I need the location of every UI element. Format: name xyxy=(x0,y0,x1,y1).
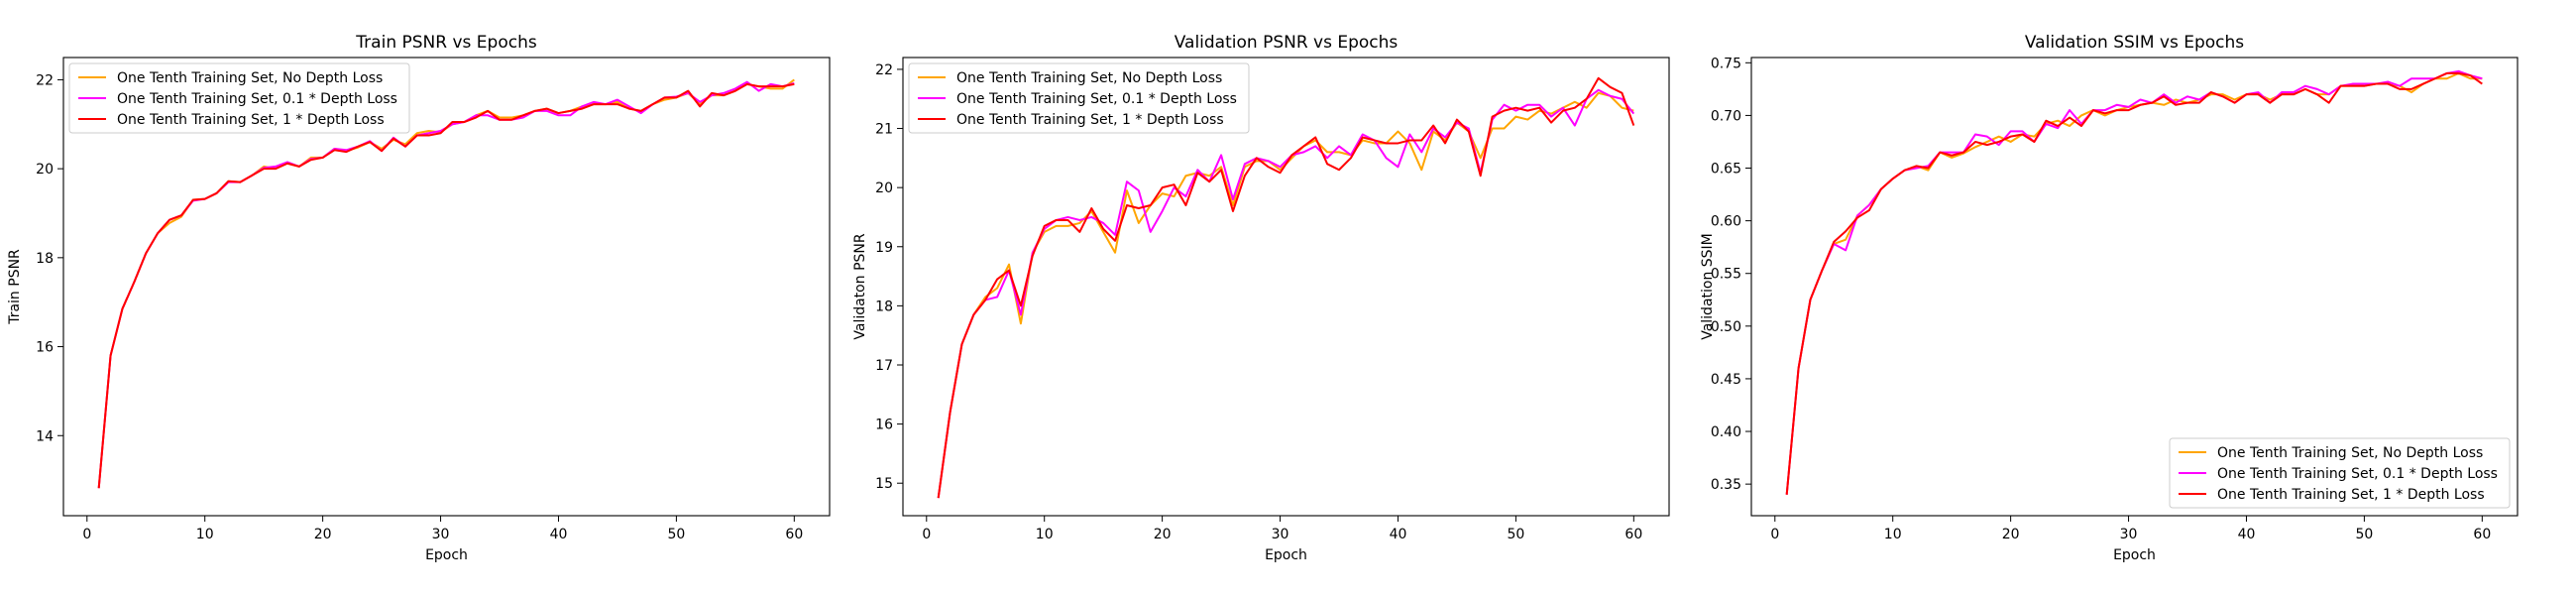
plot-frame xyxy=(902,57,1670,517)
x-tick-label: 0 xyxy=(922,527,931,542)
y-tick-label: 0.75 xyxy=(1711,56,1741,71)
y-tick-label: 20 xyxy=(875,180,893,196)
y-tick-label: 14 xyxy=(36,428,54,444)
y-tick-label: 0.40 xyxy=(1711,424,1741,440)
x-tick-label: 40 xyxy=(1390,527,1407,542)
legend-box xyxy=(68,62,410,134)
series-line-1 xyxy=(937,91,1634,499)
y-tick-label: 17 xyxy=(875,358,893,374)
series-line-1 xyxy=(97,78,795,489)
legend-entry-1: One Tenth Training Set, No Depth Loss xyxy=(117,70,383,86)
x-tick-label: 20 xyxy=(314,527,332,542)
y-tick-label: 0.35 xyxy=(1711,477,1741,493)
x-tick-label: 0 xyxy=(82,527,91,542)
y-tick-label: 0.60 xyxy=(1711,214,1741,230)
x-tick-label: 10 xyxy=(1036,527,1054,542)
series-line-2 xyxy=(1785,69,2483,495)
legend: One Tenth Training Set, No Depth Loss One… xyxy=(2169,437,2511,509)
legend-entry-1: One Tenth Training Set, No Depth Loss xyxy=(2217,445,2483,461)
legend-entry-1: One Tenth Training Set, No Depth Loss xyxy=(956,70,1222,86)
chart-title: Validation PSNR vs Epochs xyxy=(1175,33,1399,53)
x-axis-label: Epoch xyxy=(1265,547,1307,563)
series-line-3 xyxy=(97,82,795,489)
plot-frame xyxy=(62,57,831,517)
y-tick-label: 22 xyxy=(875,62,893,78)
y-axis-label: Validaton PSNR xyxy=(852,233,868,339)
y-tick-label: 18 xyxy=(36,251,54,267)
y-tick-label: 0.55 xyxy=(1711,267,1741,283)
x-tick-label: 20 xyxy=(1154,527,1172,542)
legend-entry-2: One Tenth Training Set, 0.1 * Depth Loss xyxy=(117,91,397,107)
chart-2: Validation PSNR vs Epochs 0 10 20 30 40 50 60 15… xyxy=(852,33,1670,563)
y-tick-label: 22 xyxy=(36,72,54,88)
x-tick-label: 50 xyxy=(2355,527,2373,542)
x-tick-label: 30 xyxy=(2120,527,2138,542)
legend-box xyxy=(2169,437,2511,509)
x-tick-label: 10 xyxy=(196,527,214,542)
x-tick-label: 30 xyxy=(1272,527,1289,542)
x-tick-label: 40 xyxy=(550,527,568,542)
x-axis-label: Epoch xyxy=(425,547,468,563)
legend-entry-3: One Tenth Training Set, 1 * Depth Loss xyxy=(956,112,1224,128)
legend: One Tenth Training Set, No Depth Loss One… xyxy=(68,62,410,134)
y-tick-label: 0.65 xyxy=(1711,162,1741,178)
y-axis-label: Validation SSIM xyxy=(1700,233,1716,340)
y-tick-label: 0.50 xyxy=(1711,319,1741,335)
plot-frame xyxy=(1750,57,2519,517)
legend-entry-3: One Tenth Training Set, 1 * Depth Loss xyxy=(117,112,385,128)
y-tick-label: 21 xyxy=(875,122,893,138)
x-axis-label: Epoch xyxy=(2113,547,2156,563)
x-tick-label: 50 xyxy=(667,527,685,542)
chart-title: Train PSNR vs Epochs xyxy=(355,33,537,53)
chart-3: Validation SSIM vs Epochs 0 10 20 30 40 50 60 0.… xyxy=(1700,33,2519,563)
y-tick-label: 15 xyxy=(875,476,893,492)
y-tick-label: 0.70 xyxy=(1711,108,1741,124)
x-tick-label: 0 xyxy=(1770,527,1779,542)
legend-entry-2: One Tenth Training Set, 0.1 * Depth Loss xyxy=(956,91,1237,107)
legend: One Tenth Training Set, No Depth Loss One… xyxy=(908,62,1250,134)
series-line-2 xyxy=(97,80,795,489)
x-tick-label: 20 xyxy=(2002,527,2020,542)
y-tick-label: 16 xyxy=(36,340,54,356)
x-tick-label: 30 xyxy=(432,527,450,542)
x-tick-label: 60 xyxy=(2473,527,2491,542)
series-line-1 xyxy=(1785,71,2483,495)
legend-entry-2: One Tenth Training Set, 0.1 * Depth Loss xyxy=(2217,466,2498,482)
x-tick-label: 50 xyxy=(1507,527,1524,542)
series-line-3 xyxy=(1785,71,2483,495)
chart-title: Validation SSIM vs Epochs xyxy=(2025,33,2244,53)
y-tick-label: 18 xyxy=(875,299,893,314)
series-line-2 xyxy=(937,88,1635,499)
y-tick-label: 16 xyxy=(875,418,893,433)
legend-box xyxy=(908,62,1250,134)
x-tick-label: 60 xyxy=(785,527,803,542)
series-line-3 xyxy=(937,76,1635,499)
legend-entry-3: One Tenth Training Set, 1 * Depth Loss xyxy=(2217,487,2485,503)
y-axis-label: Train PSNR xyxy=(7,249,23,325)
y-tick-label: 0.45 xyxy=(1711,372,1741,388)
y-tick-label: 20 xyxy=(36,162,54,178)
x-tick-label: 60 xyxy=(1624,527,1642,542)
x-tick-label: 10 xyxy=(1884,527,1902,542)
y-tick-label: 19 xyxy=(875,240,893,256)
chart-1: Train PSNR vs Epochs 0 10 20 30 40 50 60 14 16 18 2… xyxy=(7,33,831,563)
x-tick-label: 40 xyxy=(2238,527,2256,542)
